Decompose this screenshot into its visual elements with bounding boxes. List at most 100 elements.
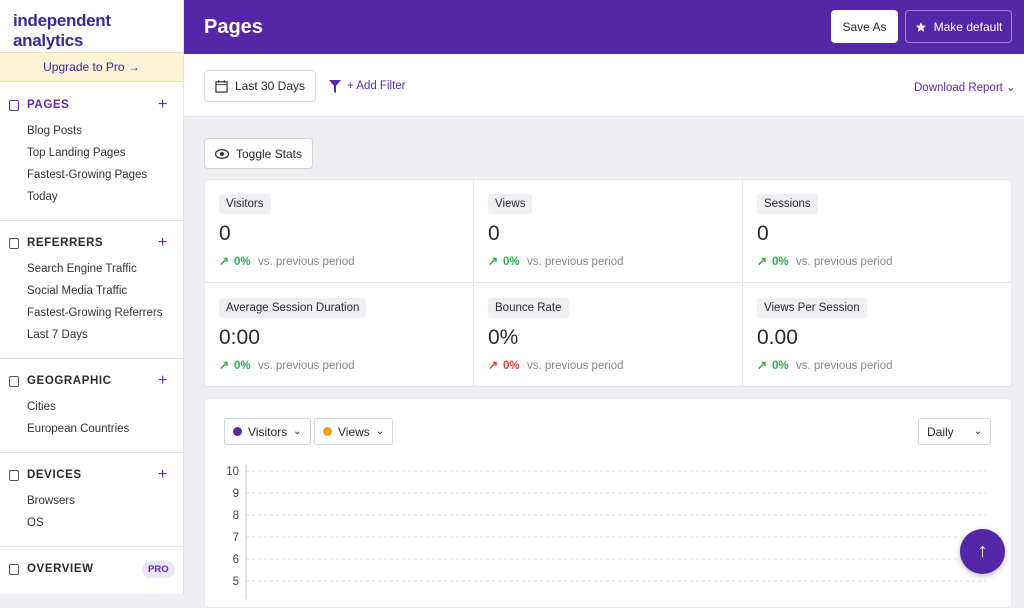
add-filter-link[interactable]: + Add Filter	[347, 80, 406, 92]
stat-value: 0:00	[219, 326, 260, 349]
header: Pages Save As Make default	[184, 0, 1024, 54]
calendar-icon	[215, 79, 228, 93]
date-range-label: Last 30 Days	[234, 79, 306, 93]
stat-value: 0.00	[757, 326, 798, 349]
stat-tile: Visitors 0 ↗ 0% vs. previous period	[205, 180, 474, 283]
section-icon	[9, 564, 19, 575]
stat-tile: Sessions 0 ↗ 0% vs. previous period	[743, 180, 1011, 283]
stat-tile: Average Session Duration 0:00 ↗ 0% vs. previ…	[205, 284, 474, 386]
add-report-button[interactable]: +	[158, 466, 168, 483]
divider	[0, 546, 183, 547]
stat-change: 0%	[503, 256, 520, 268]
upgrade-link[interactable]: Upgrade to Pro →	[0, 52, 183, 82]
trend-arrow: ↗	[488, 254, 499, 268]
stats-card: Visitors 0 ↗ 0% vs. previous period Views 0 ↗ 0%…	[204, 179, 1012, 387]
series-dropdown[interactable]: Views ⌄	[314, 418, 394, 445]
download-report-link[interactable]: Download Report ⌄	[914, 82, 1016, 94]
logo[interactable]: independent analytics	[13, 11, 111, 50]
section-title[interactable]: DEVICES	[27, 469, 82, 481]
series-dropdown[interactable]: Visitors ⌄	[224, 418, 311, 445]
trend-arrow: ↗	[219, 254, 230, 268]
caret: ⌄	[293, 426, 302, 437]
trend-arrow: ↗	[757, 254, 768, 268]
divider	[0, 358, 183, 359]
report-link[interactable]: Search Engine Traffic	[27, 263, 137, 275]
stat-value: 0	[488, 222, 500, 245]
chart-plot: 10 9 8 7 6 5	[226, 465, 986, 599]
add-report-button[interactable]: +	[158, 234, 168, 251]
add-report-button[interactable]: +	[158, 96, 168, 113]
toggle-stats-button[interactable]: Toggle Stats	[204, 138, 313, 169]
caret: ⌄	[375, 426, 385, 437]
stat-change: 0%	[234, 256, 251, 268]
report-link[interactable]: OS	[27, 517, 44, 529]
stat-tile: Views Per Session 0.00 ↗ 0% vs. previous per…	[743, 284, 1011, 386]
stat-tile: Views 0 ↗ 0% vs. previous period	[474, 180, 743, 283]
report-link[interactable]: Cities	[27, 401, 56, 413]
stat-tile: Bounce Rate 0% ↗ 0% vs. previous period	[474, 284, 743, 386]
report-link[interactable]: Today	[27, 191, 58, 203]
trend-arrow: ↗	[757, 358, 768, 372]
stat-change: 0%	[234, 360, 251, 372]
report-link[interactable]: Social Media Traffic	[27, 285, 128, 297]
toolbar: Last 30 Days + Add Filter Download Repor…	[184, 54, 1024, 117]
stat-label: Views	[488, 194, 533, 214]
report-link[interactable]: Browsers	[27, 495, 75, 507]
stat-label: Views Per Session	[757, 298, 867, 318]
report-link[interactable]: Blog Posts	[27, 125, 82, 137]
report-link[interactable]: Fastest-Growing Pages	[27, 169, 148, 181]
divider	[0, 220, 183, 221]
stat-compare: vs. previous period	[258, 360, 355, 372]
series-name: Views	[338, 424, 370, 439]
section-title[interactable]: REFERRERS	[27, 237, 104, 249]
stat-compare: vs. previous period	[527, 360, 624, 372]
stat-value: 0	[757, 222, 769, 245]
page-title: Pages	[204, 16, 263, 38]
save-as-button[interactable]: Save As	[831, 10, 898, 43]
stat-value: 0	[219, 222, 231, 245]
y-tick-label: 10	[226, 466, 239, 478]
stat-label: Sessions	[757, 194, 818, 214]
y-tick-label: 7	[233, 532, 239, 544]
y-tick-label: 5	[233, 576, 239, 588]
section-icon	[9, 100, 19, 111]
series-name: Visitors	[248, 424, 288, 439]
stat-label: Bounce Rate	[488, 298, 569, 318]
stat-label: Average Session Duration	[219, 298, 367, 318]
y-tick-label: 8	[233, 510, 239, 522]
section-title[interactable]: PAGES	[27, 99, 70, 111]
interval-label: Daily	[927, 424, 954, 439]
y-tick-label: 6	[233, 554, 239, 566]
trend-arrow: ↗	[219, 358, 230, 372]
star-icon	[915, 21, 926, 32]
report-link[interactable]: European Countries	[27, 423, 130, 435]
stat-change: 0%	[772, 360, 789, 372]
sidebar: independent analytics Upgrade to Pro → P…	[0, 0, 184, 594]
report-link[interactable]: Fastest-Growing Referrers	[27, 307, 163, 319]
stat-label: Visitors	[219, 194, 271, 214]
stat-compare: vs. previous period	[527, 256, 624, 268]
section-title[interactable]: GEOGRAPHIC	[27, 375, 112, 387]
pro-badge: PRO	[142, 561, 175, 578]
download-report-label: Download Report	[914, 82, 1003, 94]
legend-dot	[323, 427, 332, 436]
report-link[interactable]: Top Landing Pages	[27, 147, 126, 159]
stat-value: 0%	[488, 326, 519, 349]
stat-change: 0%	[503, 360, 520, 372]
make-default-button[interactable]: Make default	[905, 10, 1012, 43]
report-link[interactable]: Last 7 Days	[27, 329, 88, 341]
filter-icon	[329, 80, 341, 93]
section-icon	[9, 376, 19, 387]
stat-change: 0%	[772, 256, 789, 268]
y-tick-label: 9	[233, 488, 239, 500]
stat-compare: vs. previous period	[796, 256, 893, 268]
date-range-button[interactable]: Last 30 Days	[204, 70, 316, 102]
add-report-button[interactable]: +	[158, 372, 168, 389]
interval-dropdown[interactable]: Daily ⌄	[918, 418, 991, 445]
divider	[0, 452, 183, 453]
scroll-top-button[interactable]: ↑	[960, 529, 1005, 574]
caret: ⌄	[973, 426, 982, 437]
section-title[interactable]: OVERVIEW	[27, 563, 94, 575]
make-default-label: Make default	[933, 19, 1003, 34]
